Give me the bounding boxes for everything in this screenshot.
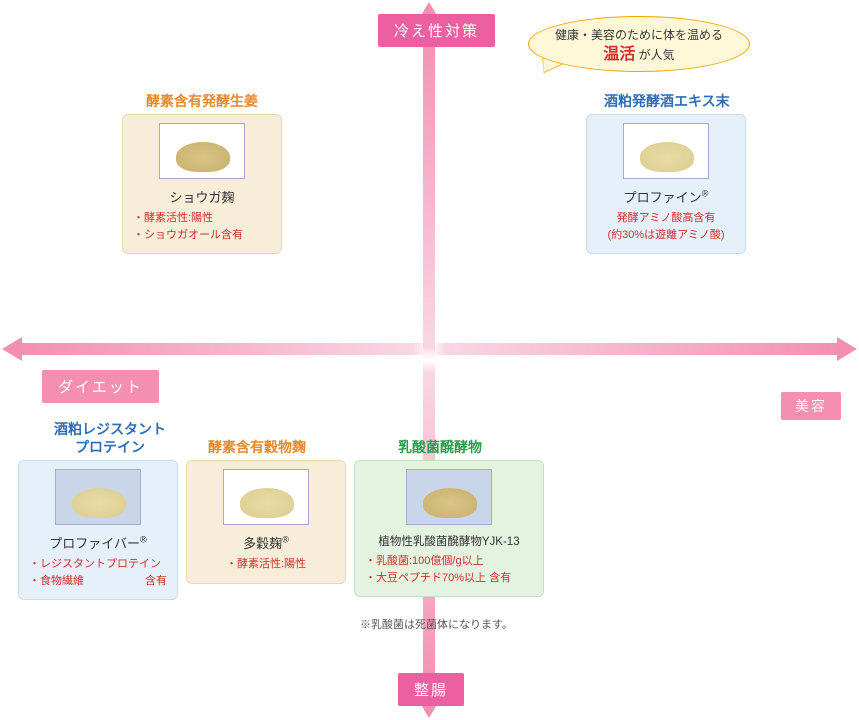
feature-line: ・乳酸菌:100億個/g以上 (365, 553, 533, 570)
feature-line: ・食物繊維 含有 (29, 573, 167, 590)
feature-line: ・ショウガオール含有 (133, 227, 271, 244)
arrow-right (837, 337, 857, 361)
card-grain: 多穀麹® ・酵素活性:陽性 (186, 460, 346, 584)
section-title-sakekasu: 酒粕発酵酒エキス末 (604, 92, 730, 110)
swatch-grain (223, 469, 309, 525)
feature-line: ・レジスタントプロテイン (29, 556, 167, 573)
swatch-lactic (406, 469, 492, 525)
product-name: プロファイバー® (29, 533, 167, 552)
swatch-profine (623, 123, 709, 179)
features: ・レジスタントプロテイン ・食物繊維 含有 (29, 556, 167, 589)
section-title-grain: 酵素含有穀物麹 (208, 438, 306, 456)
features: 発酵アミノ酸高含有 (約30%は遊離アミノ酸) (597, 210, 735, 243)
bubble-suffix: が人気 (635, 48, 674, 62)
card-ginger: ショウガ麹 ・酵素活性:陽性 ・ショウガオール含有 (122, 114, 282, 254)
card-profine: プロファイン® 発酵アミノ酸高含有 (約30%は遊離アミノ酸) (586, 114, 746, 254)
features: ・乳酸菌:100億個/g以上 ・大豆ペプチド70%以上 含有 (365, 553, 533, 586)
axis-label-right: 美容 (781, 392, 841, 420)
swatch-profiber (55, 469, 141, 525)
feature-line: ・大豆ペプチド70%以上 含有 (365, 570, 533, 587)
feature-line: 発酵アミノ酸高含有 (597, 210, 735, 227)
section-title-resist: 酒粕レジスタント プロテイン (40, 420, 180, 456)
product-name: 多穀麹® (197, 533, 335, 552)
feature-line: (約30%は遊離アミノ酸) (597, 227, 735, 244)
card-profiber: プロファイバー® ・レジスタントプロテイン ・食物繊維 含有 (18, 460, 178, 600)
section-title-lactic: 乳酸菌醗酵物 (398, 438, 482, 456)
arrow-left (2, 337, 22, 361)
section-title-ginger: 酵素含有発酵生姜 (146, 92, 258, 110)
features: ・酵素活性:陽性 ・ショウガオール含有 (133, 210, 271, 243)
swatch-ginger (159, 123, 245, 179)
product-name: プロファイン® (597, 187, 735, 206)
features: ・酵素活性:陽性 (197, 556, 335, 573)
axis-label-left: ダイエット (42, 370, 159, 403)
feature-line: ・酵素活性:陽性 (197, 556, 335, 573)
quadrant-diagram: 冷え性対策 整腸 ダイエット 美容 健康・美容のために体を温める 温活 が人気 … (0, 0, 859, 720)
axis-label-top: 冷え性対策 (378, 14, 495, 47)
bubble-em: 温活 (603, 46, 635, 63)
product-name: ショウガ麹 (133, 187, 271, 206)
feature-line: ・酵素活性:陽性 (133, 210, 271, 227)
footnote: ※乳酸菌は死菌体になります。 (360, 616, 513, 632)
card-lactic: 植物性乳酸菌醗酵物YJK-13 ・乳酸菌:100億個/g以上 ・大豆ペプチド70… (354, 460, 544, 597)
y-axis (423, 20, 435, 700)
axis-label-bottom: 整腸 (398, 673, 464, 706)
callout-bubble: 健康・美容のために体を温める 温活 が人気 (528, 16, 750, 72)
product-name: 植物性乳酸菌醗酵物YJK-13 (365, 533, 533, 549)
bubble-line1: 健康・美容のために体を温める (555, 28, 723, 42)
